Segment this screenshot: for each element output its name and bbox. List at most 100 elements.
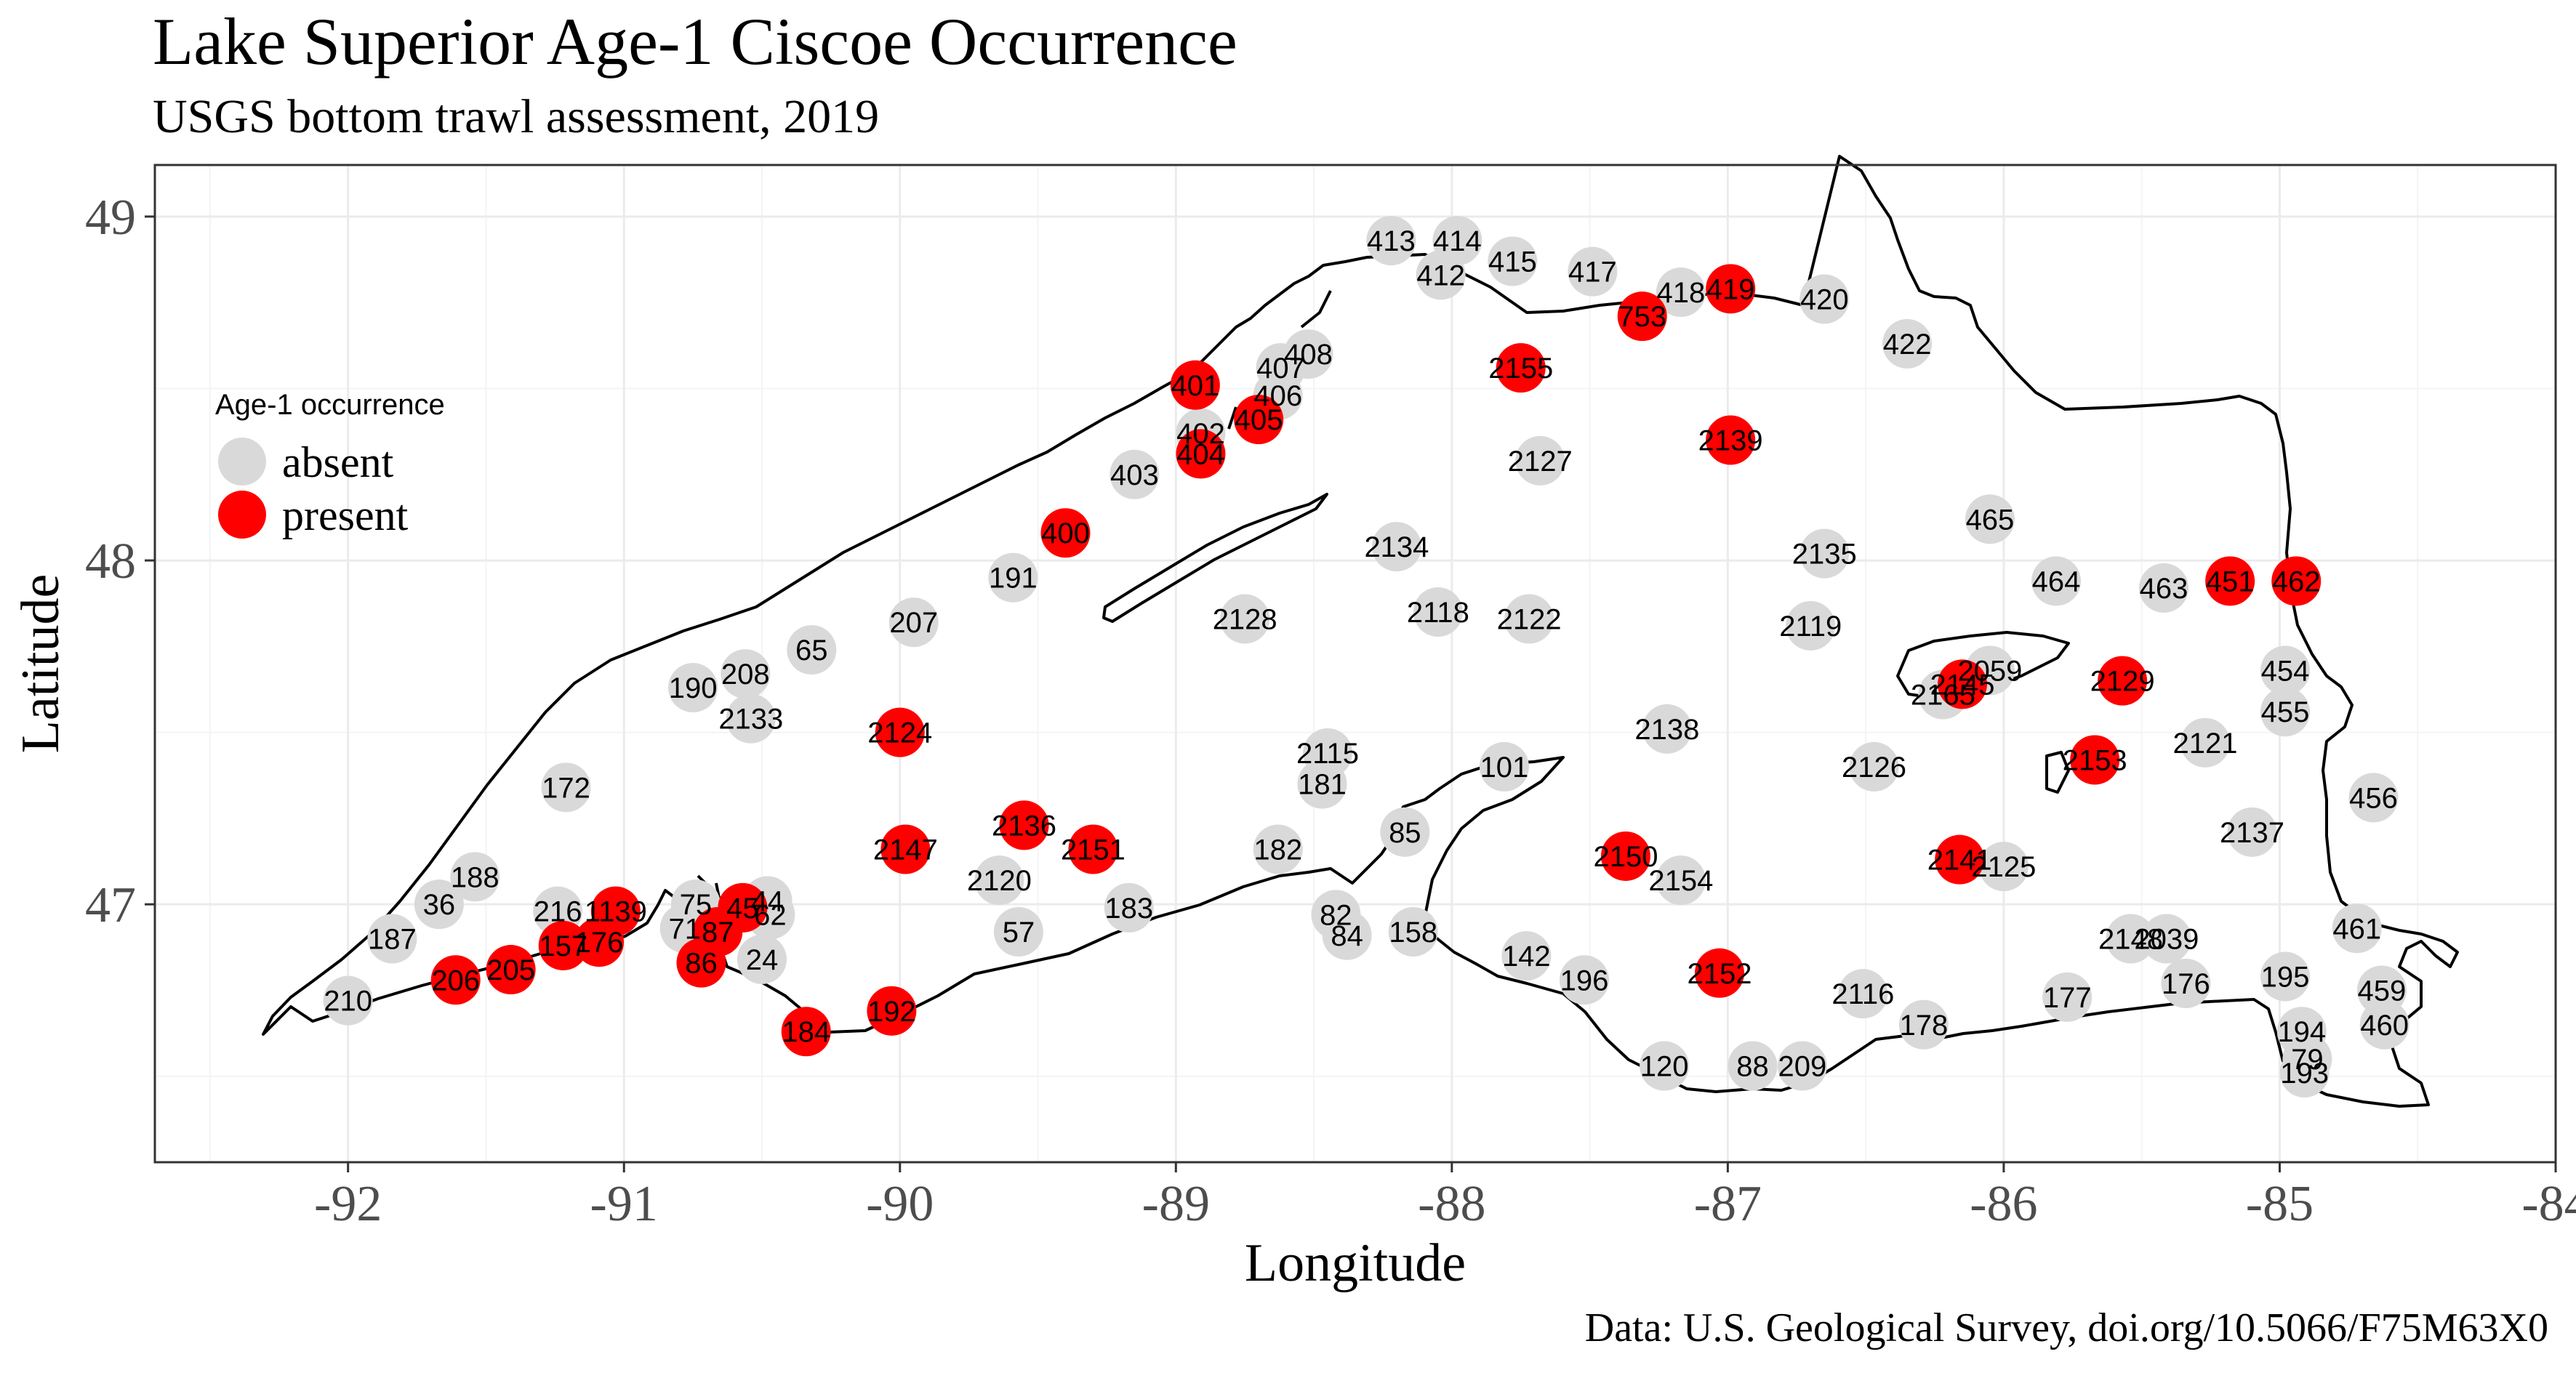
site-label: 2119 <box>1779 611 1842 643</box>
site-label: 464 <box>2032 565 2081 597</box>
site-label: 460 <box>2360 1010 2409 1042</box>
site-label: 71 <box>668 913 701 945</box>
site-label: 195 <box>2261 962 2310 994</box>
site-label: 2126 <box>1842 752 1906 784</box>
site-label: 419 <box>1706 273 1755 305</box>
site-label: 188 <box>451 861 499 893</box>
site-label: 208 <box>721 659 770 690</box>
site-label: 196 <box>1560 965 1609 996</box>
site-label: 24 <box>746 944 779 976</box>
site-label: 2120 <box>967 865 1032 897</box>
site-label: 2135 <box>1792 539 1857 571</box>
site-label: 210 <box>324 986 372 1018</box>
plot-panel <box>155 165 2556 1162</box>
site-label: 2151 <box>1061 834 1126 866</box>
site-label: 456 <box>2349 783 2398 815</box>
site-label: 2118 <box>1407 597 1469 629</box>
site-label: 2150 <box>1593 841 1658 873</box>
x-axis: -92 -91 -90 -89 -88 -87 -86 -85 -84 <box>314 1162 2576 1232</box>
y-tick-label: 48 <box>85 534 136 589</box>
site-label: 462 <box>2272 565 2321 597</box>
site-label: 88 <box>1736 1051 1769 1083</box>
site-label: 422 <box>1883 329 1932 361</box>
site-label: 2122 <box>1497 603 1562 635</box>
x-tick-label: -87 <box>1694 1176 1762 1232</box>
y-tick-label: 49 <box>85 190 136 246</box>
site-label: 183 <box>1104 893 1153 925</box>
legend-label-present: present <box>282 491 409 539</box>
site-label: 191 <box>989 563 1038 595</box>
site-label: 454 <box>2261 655 2310 687</box>
site-label: 172 <box>542 772 590 804</box>
site-label: 459 <box>2358 975 2407 1007</box>
site-label: 184 <box>782 1016 830 1048</box>
site-label: 2116 <box>1831 978 1894 1010</box>
site-label: 2141 <box>1927 845 1992 877</box>
site-label: 2137 <box>2220 817 2284 849</box>
data-source-caption: Data: U.S. Geological Survey, doi.org/10… <box>1585 1305 2548 1350</box>
site-label: 461 <box>2332 913 2381 945</box>
site-label: 216 <box>534 896 582 928</box>
map-title: Lake Superior Age-1 Ciscoe Occurrence <box>153 4 1237 78</box>
site-label: 2039 <box>2134 923 2199 955</box>
site-label: 2145 <box>1930 669 1994 701</box>
x-tick-label: -90 <box>866 1176 934 1232</box>
site-label: 2133 <box>718 704 783 736</box>
site-label: 207 <box>889 607 938 639</box>
map-subtitle: USGS bottom trawl assessment, 2019 <box>153 90 879 143</box>
site-label: 2129 <box>2090 666 2155 698</box>
site-label: 187 <box>368 923 417 955</box>
site-label: 412 <box>1416 259 1465 291</box>
site-label: 205 <box>486 954 535 986</box>
site-label: 2127 <box>1508 446 1573 478</box>
site-label: 401 <box>1171 370 1219 402</box>
site-label: 417 <box>1568 257 1617 289</box>
site-label: 87 <box>702 917 734 949</box>
legend-label-absent: absent <box>282 438 394 486</box>
site-label: 1139 <box>585 896 647 928</box>
site-label: 2134 <box>1364 531 1429 563</box>
site-label: 101 <box>1480 752 1529 784</box>
site-label: 177 <box>2043 982 2092 1014</box>
site-label: 190 <box>669 672 718 704</box>
x-tick-label: -88 <box>1418 1176 1485 1232</box>
site-label: 176 <box>2162 968 2210 1000</box>
site-label: 2155 <box>1488 353 1553 384</box>
site-label: 84 <box>1331 920 1363 952</box>
site-label: 176 <box>575 927 624 959</box>
site-label: 178 <box>1899 1010 1948 1042</box>
site-label: 2124 <box>867 717 932 749</box>
site-label: 192 <box>867 996 916 1028</box>
site-label: 400 <box>1041 518 1090 549</box>
site-label: 420 <box>1800 284 1849 316</box>
site-label: 2128 <box>1213 603 1277 635</box>
site-label: 753 <box>1618 301 1666 333</box>
site-label: 2147 <box>873 834 938 866</box>
site-label: 142 <box>1502 941 1551 973</box>
site-label: 415 <box>1488 246 1537 278</box>
site-label: 193 <box>2280 1058 2329 1090</box>
x-axis-title: Longitude <box>1245 1233 1466 1293</box>
site-label: 57 <box>1003 917 1035 949</box>
site-label: 120 <box>1640 1051 1689 1083</box>
site-label: 2138 <box>1634 714 1699 746</box>
y-tick-label: 47 <box>85 877 136 933</box>
site-label: 413 <box>1367 225 1416 257</box>
site-label: 414 <box>1433 225 1482 257</box>
site-label: 85 <box>1389 817 1421 849</box>
site-label: 2136 <box>992 810 1056 842</box>
site-label: 455 <box>2261 696 2310 728</box>
x-tick-label: -92 <box>314 1176 382 1232</box>
site-label: 463 <box>2140 573 2188 605</box>
site-label: 86 <box>685 948 718 980</box>
site-label: 465 <box>1966 504 2015 536</box>
y-axis: 47 48 49 <box>85 190 155 933</box>
legend-key-present <box>218 491 266 539</box>
site-label: 62 <box>754 899 787 931</box>
site-label: 206 <box>431 965 480 996</box>
site-label: 2121 <box>2172 728 2237 760</box>
site-label: 36 <box>423 889 456 921</box>
x-tick-label: -89 <box>1142 1176 1210 1232</box>
x-tick-label: -84 <box>2521 1176 2576 1232</box>
